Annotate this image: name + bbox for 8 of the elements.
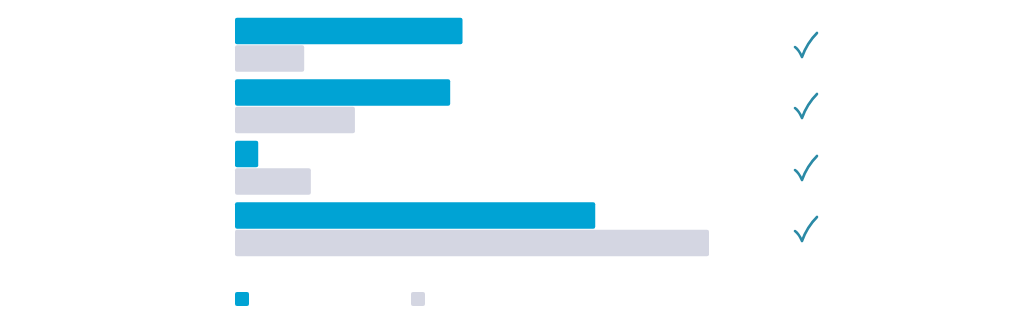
bar xyxy=(235,168,311,195)
bar xyxy=(235,106,355,134)
bar xyxy=(235,140,259,168)
bar xyxy=(235,229,709,257)
bar xyxy=(235,45,305,72)
bar xyxy=(235,17,463,45)
bar xyxy=(235,202,596,229)
bar xyxy=(235,79,451,106)
